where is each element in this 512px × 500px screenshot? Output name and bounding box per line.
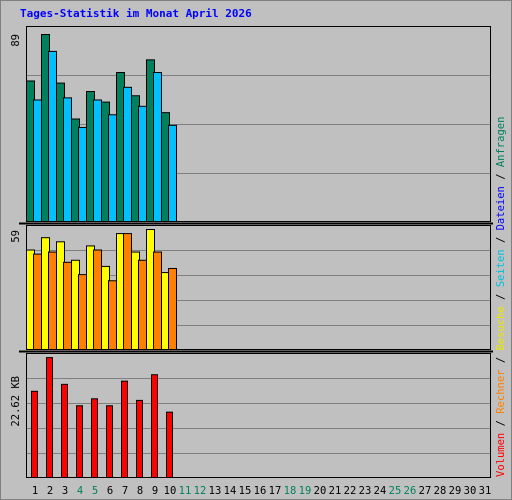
- bar-volumen-day-9: [151, 374, 158, 478]
- bar-dateien-day-5: [93, 99, 102, 222]
- bar-rechner-day-2: [48, 251, 57, 351]
- bar-dateien-day-9: [153, 72, 162, 222]
- bar-dateien-day-3: [63, 97, 72, 222]
- legend- /: /: [495, 167, 507, 186]
- bar-rechner-day-3: [63, 261, 72, 351]
- bar-rechner-day-1: [33, 253, 42, 350]
- day-label-31: 31: [479, 485, 492, 497]
- legend-besuche: Besuche: [495, 306, 507, 350]
- day-label-3: 3: [62, 485, 68, 497]
- legend- /: /: [495, 351, 507, 370]
- day-label-20: 20: [314, 485, 327, 497]
- day-label-16: 16: [254, 485, 267, 497]
- bar-volumen-day-3: [61, 383, 68, 479]
- bar-dateien-day-8: [138, 105, 147, 222]
- day-label-4: 4: [77, 485, 83, 497]
- bar-volumen-day-1: [31, 390, 38, 478]
- bar-volumen-day-8: [136, 399, 143, 478]
- bar-dateien-day-10: [168, 124, 177, 222]
- day-label-13: 13: [209, 485, 222, 497]
- day-label-12: 12: [194, 485, 207, 497]
- legend-anfragen: Anfragen: [495, 117, 507, 168]
- bar-volumen-day-6: [106, 405, 113, 478]
- day-label-23: 23: [359, 485, 372, 497]
- bar-volumen-day-5: [91, 398, 98, 479]
- bar-dateien-day-4: [78, 126, 87, 222]
- max-label-seiten_besuche_rechner: 59: [10, 230, 22, 243]
- day-label-15: 15: [239, 485, 252, 497]
- bar-dateien-day-1: [33, 99, 42, 222]
- bar-volumen-day-7: [121, 380, 128, 478]
- bar-rechner-day-5: [93, 249, 102, 350]
- bar-rechner-day-6: [108, 280, 117, 350]
- max-label-volumen: 22.62 KB: [10, 376, 22, 427]
- legend: Volumen / Rechner / Besuche / Seiten / D…: [495, 117, 507, 477]
- plot-area: [26, 26, 491, 478]
- bar-volumen-day-4: [76, 405, 83, 478]
- bar-rechner-day-8: [138, 259, 147, 351]
- day-label-26: 26: [404, 485, 417, 497]
- day-label-11: 11: [179, 485, 192, 497]
- bar-rechner-day-4: [78, 274, 87, 351]
- day-label-28: 28: [434, 485, 447, 497]
- day-label-17: 17: [269, 485, 282, 497]
- max-label-anfragen_dateien: 89: [10, 34, 22, 47]
- bar-rechner-day-10: [168, 267, 177, 350]
- day-label-21: 21: [329, 485, 342, 497]
- day-label-29: 29: [449, 485, 462, 497]
- legend- /: /: [495, 230, 507, 249]
- day-label-22: 22: [344, 485, 357, 497]
- bar-dateien-day-6: [108, 114, 117, 222]
- panel-border-3: [26, 353, 491, 478]
- day-label-25: 25: [389, 485, 402, 497]
- day-label-7: 7: [122, 485, 128, 497]
- legend-volumen: Volumen: [495, 433, 507, 477]
- bar-volumen-day-10: [166, 411, 173, 478]
- day-label-2: 2: [47, 485, 53, 497]
- day-label-24: 24: [374, 485, 387, 497]
- legend-dateien: Dateien: [495, 186, 507, 230]
- bar-volumen-day-2: [46, 357, 53, 479]
- day-label-8: 8: [137, 485, 143, 497]
- legend-rechner: Rechner: [495, 370, 507, 414]
- bar-dateien-day-2: [48, 50, 57, 222]
- day-label-5: 5: [92, 485, 98, 497]
- day-label-10: 10: [164, 485, 177, 497]
- day-label-1: 1: [32, 485, 38, 497]
- day-label-9: 9: [152, 485, 158, 497]
- bar-rechner-day-9: [153, 251, 162, 351]
- legend- /: /: [495, 414, 507, 433]
- day-label-19: 19: [299, 485, 312, 497]
- day-label-6: 6: [107, 485, 113, 497]
- chart-title: Tages-Statistik im Monat April 2026: [20, 7, 252, 20]
- bar-rechner-day-7: [123, 233, 132, 351]
- day-label-14: 14: [224, 485, 237, 497]
- legend-seiten: Seiten: [495, 249, 507, 287]
- day-label-18: 18: [284, 485, 297, 497]
- bar-dateien-day-7: [123, 86, 132, 222]
- day-label-30: 30: [464, 485, 477, 497]
- legend- /: /: [495, 287, 507, 306]
- day-label-27: 27: [419, 485, 432, 497]
